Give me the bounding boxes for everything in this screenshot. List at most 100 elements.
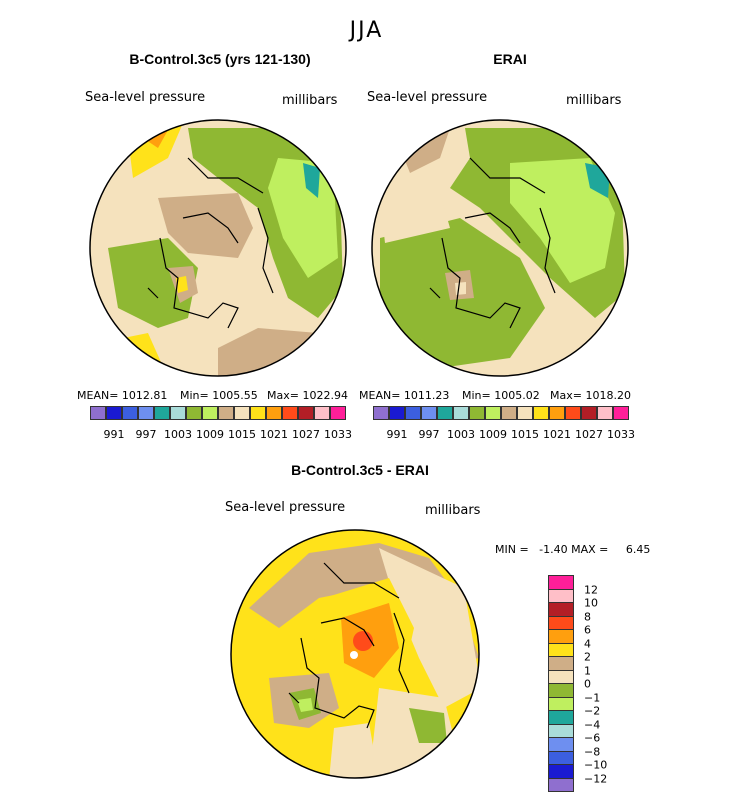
colorbar-label: 1027 [292,428,320,441]
colorbar-swatch [548,575,574,590]
panel3-variable: Sea-level pressure [225,500,345,515]
panel3-minmax: MIN = -1.40 MAX = 6.45 [495,543,650,556]
colorbar-label: 0 [584,678,591,691]
colorbar-swatch [138,406,154,420]
colorbar-label: −12 [584,772,607,785]
colorbar-swatch [282,406,298,420]
colorbar-label: 1003 [164,428,192,441]
panel1-units: millibars [282,93,337,108]
colorbar-swatch [517,406,533,420]
colorbar-swatch [90,406,106,420]
panel2-title: ERAI [440,51,580,67]
colorbar-swatch [314,406,330,420]
colorbar-swatch [266,406,282,420]
colorbar-label: 1015 [511,428,539,441]
colorbar-label: 1015 [228,428,256,441]
colorbar-swatch [613,406,629,420]
panel2-map [370,118,630,378]
colorbar-swatch [437,406,453,420]
colorbar-label: −6 [584,732,600,745]
colorbar-swatch [548,589,574,604]
colorbar-swatch [548,724,574,739]
colorbar-swatch [548,751,574,766]
colorbar-swatch [453,406,469,420]
colorbar-label: −8 [584,745,600,758]
colorbar-swatch [485,406,501,420]
panel3-title: B-Control.3c5 - ERAI [240,462,480,478]
colorbar-swatch [122,406,138,420]
colorbar-label: 1033 [324,428,352,441]
panel3-colorbar [548,576,574,792]
colorbar-label: 10 [584,597,598,610]
colorbar-label: 1033 [607,428,635,441]
colorbar-label: 12 [584,583,598,596]
colorbar-swatch [548,764,574,779]
season-title: JJA [0,18,733,43]
colorbar-swatch [548,670,574,685]
colorbar-swatch [330,406,346,420]
colorbar-swatch [548,643,574,658]
colorbar-swatch [581,406,597,420]
panel2-mean: MEAN= 1011.23 [359,389,449,402]
colorbar-swatch [533,406,549,420]
panel1-title: B-Control.3c5 (yrs 121-130) [100,51,340,67]
colorbar-label: 4 [584,637,591,650]
colorbar-swatch [549,406,565,420]
panel2-variable: Sea-level pressure [367,90,487,105]
panel2-min: Min= 1005.02 [462,389,540,402]
colorbar-label: 1009 [196,428,224,441]
colorbar-label: −10 [584,759,607,772]
panel1-mean: MEAN= 1012.81 [77,389,167,402]
colorbar-label: 8 [584,610,591,623]
panel1-variable: Sea-level pressure [85,90,205,105]
colorbar-swatch [469,406,485,420]
colorbar-swatch [565,406,581,420]
colorbar-label: 2 [584,651,591,664]
colorbar-swatch [597,406,613,420]
colorbar-swatch [250,406,266,420]
colorbar-swatch [548,778,574,792]
colorbar-label: 1021 [543,428,571,441]
colorbar-swatch [548,697,574,712]
panel1-colorbar [90,406,346,420]
colorbar-label: −1 [584,691,600,704]
colorbar-swatch [548,656,574,671]
panel2-colorbar [373,406,629,420]
colorbar-swatch [186,406,202,420]
colorbar-swatch [501,406,517,420]
colorbar-label: 997 [136,428,157,441]
colorbar-swatch [548,683,574,698]
colorbar-swatch [548,737,574,752]
colorbar-swatch [298,406,314,420]
panel2-max: Max= 1018.20 [550,389,631,402]
colorbar-label: 1021 [260,428,288,441]
colorbar-swatch [548,602,574,617]
colorbar-swatch [548,710,574,725]
colorbar-label: 1027 [575,428,603,441]
colorbar-label: 1003 [447,428,475,441]
colorbar-swatch [170,406,186,420]
panel1-min: Min= 1005.55 [180,389,258,402]
colorbar-label: 991 [387,428,408,441]
colorbar-swatch [389,406,405,420]
colorbar-label: 6 [584,624,591,637]
colorbar-label: 991 [104,428,125,441]
panel2-units: millibars [566,93,621,108]
colorbar-label: −4 [584,718,600,731]
colorbar-label: 1 [584,664,591,677]
colorbar-swatch [202,406,218,420]
colorbar-swatch [234,406,250,420]
panel1-map [88,118,348,378]
colorbar-swatch [154,406,170,420]
colorbar-swatch [218,406,234,420]
colorbar-label: −2 [584,705,600,718]
colorbar-swatch [548,629,574,644]
panel3-map [229,528,481,780]
colorbar-swatch [421,406,437,420]
panel1-max: Max= 1022.94 [267,389,348,402]
colorbar-label: 1009 [479,428,507,441]
colorbar-swatch [405,406,421,420]
panel3-units: millibars [425,503,480,518]
colorbar-label: 997 [419,428,440,441]
colorbar-swatch [106,406,122,420]
